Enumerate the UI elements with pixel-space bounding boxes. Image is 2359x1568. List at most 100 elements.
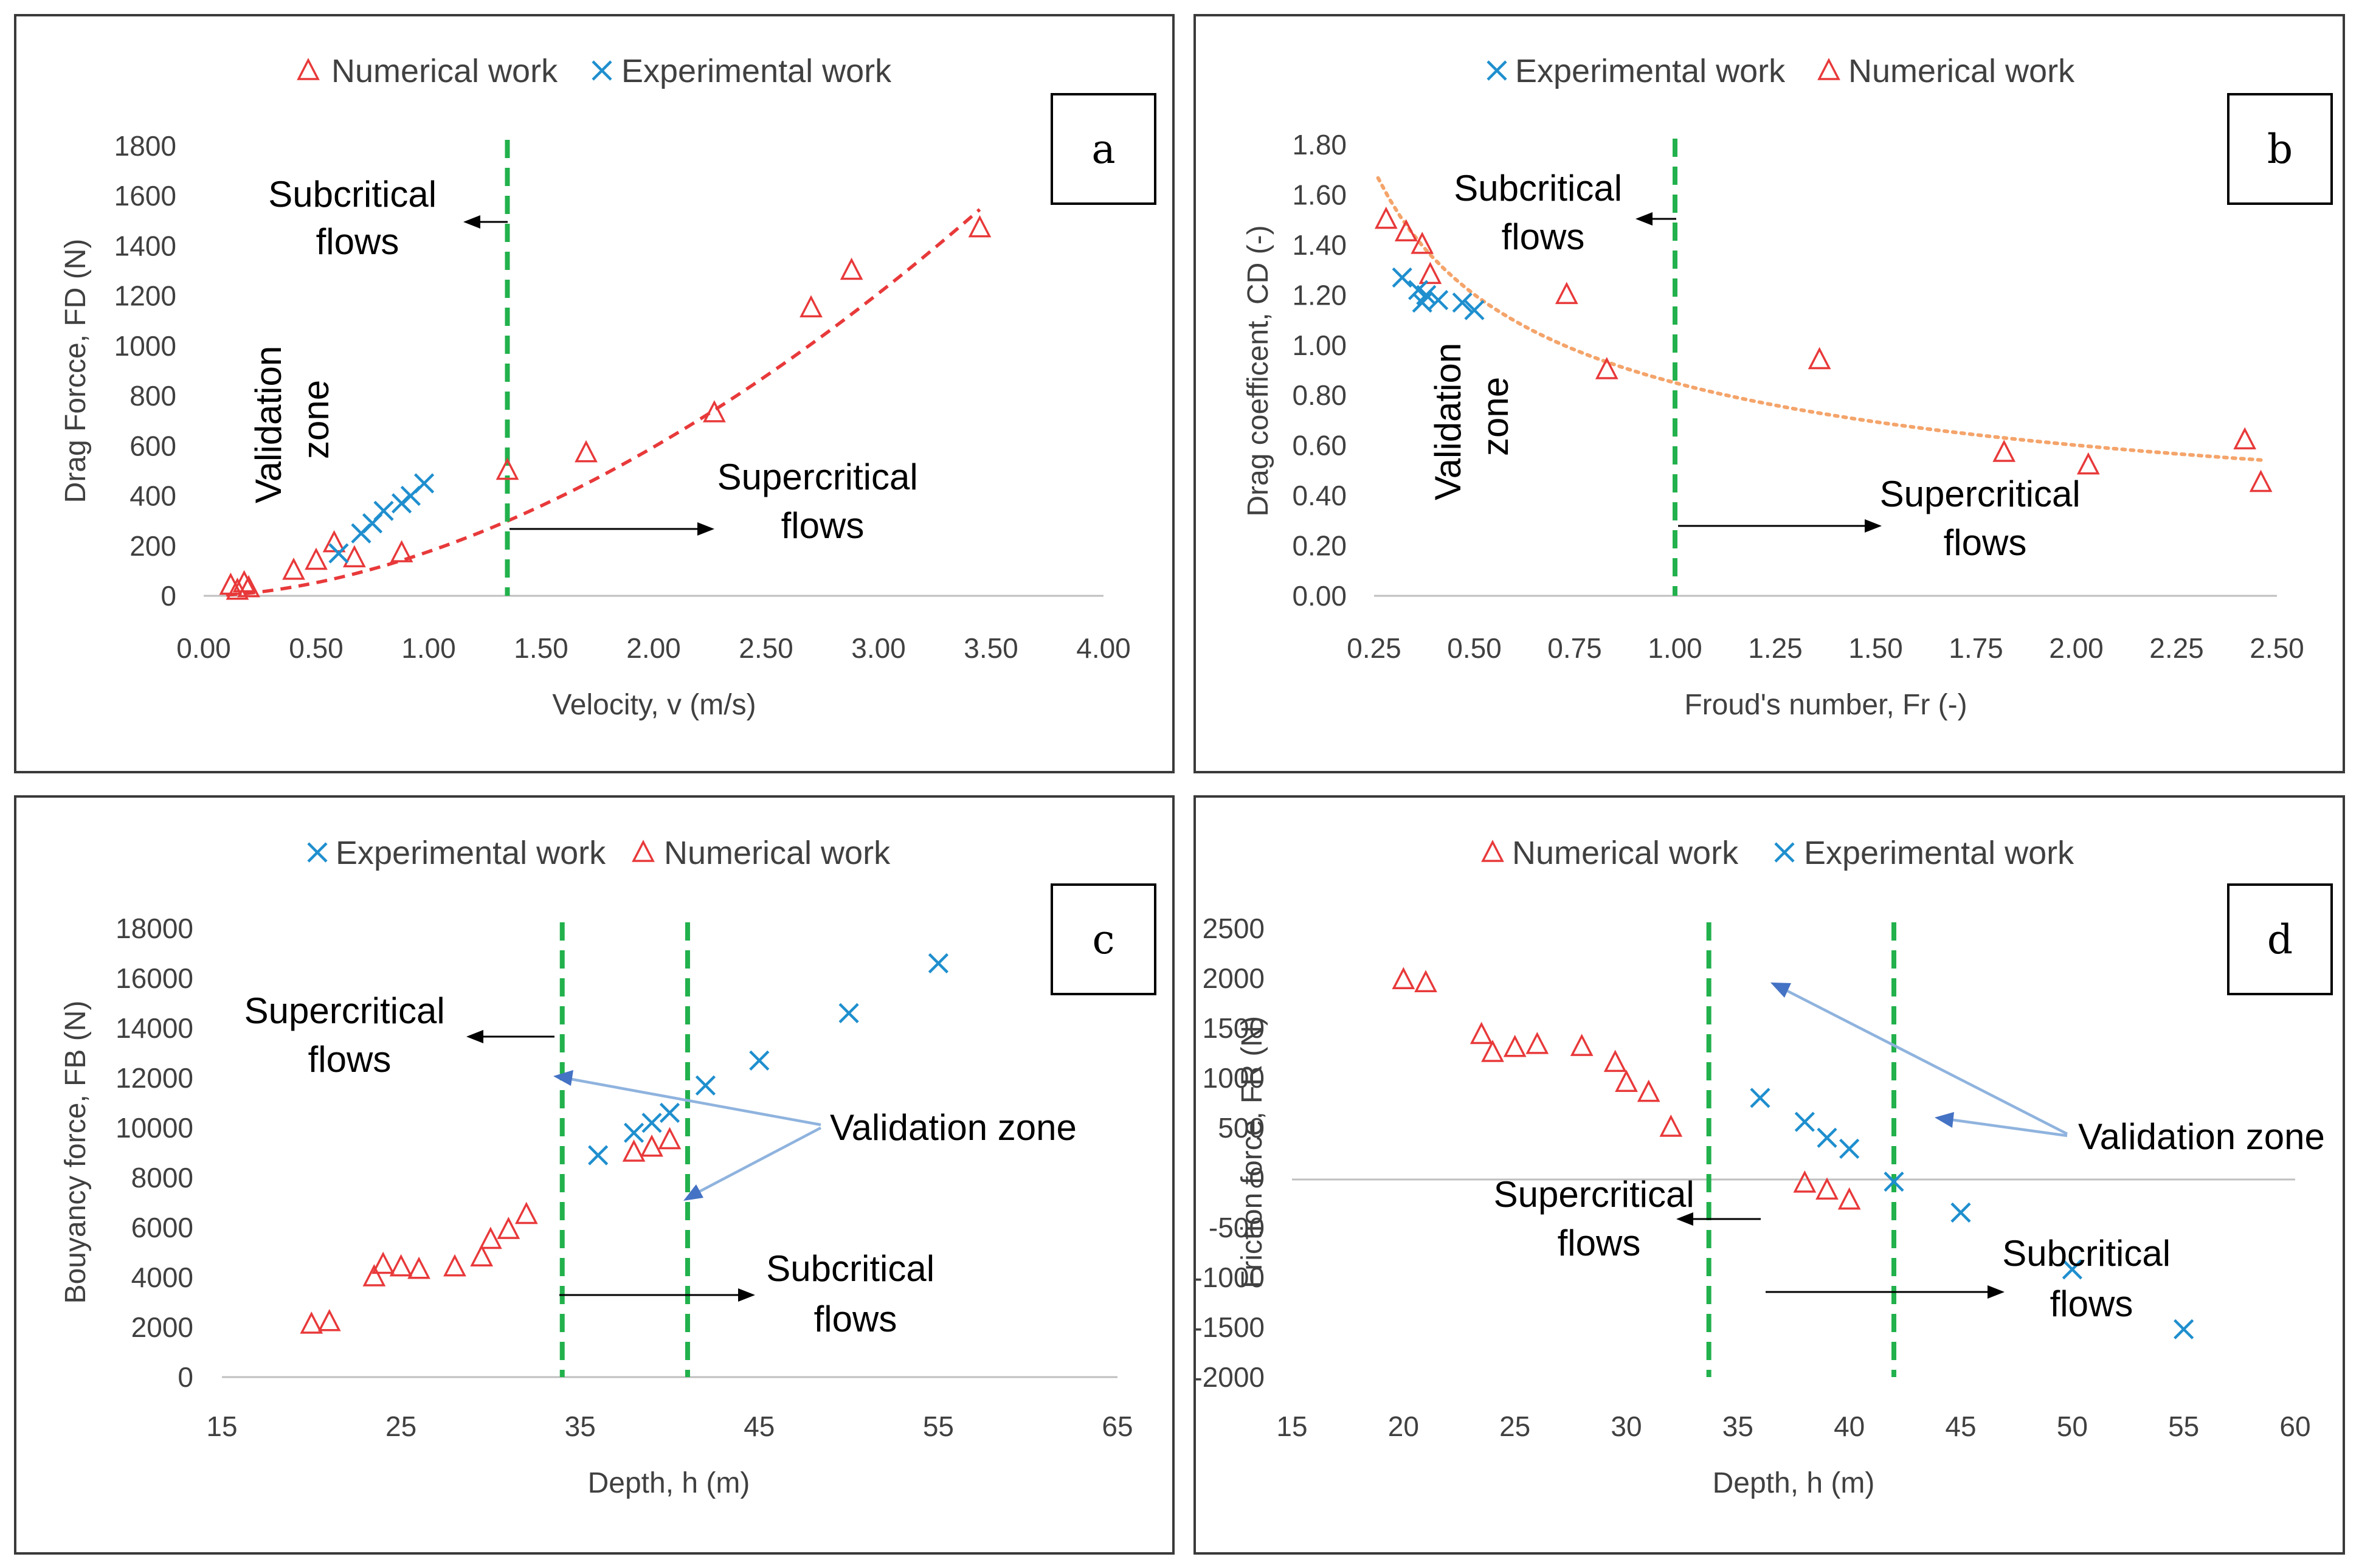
experimental-point (2174, 1319, 2194, 1339)
numerical-point (1637, 1079, 1660, 1102)
y-tick-label: 0.60 (1292, 430, 1347, 461)
x-tick-labels: 15 25 35 45 55 65 (206, 1411, 1133, 1442)
x-tick-label: 55 (2168, 1411, 2199, 1442)
panel-letter: a (1091, 126, 1115, 173)
x-tick-label: 2.50 (739, 632, 793, 664)
panel-letter-box (2227, 883, 2333, 995)
x-axis-label: Velocity, v (m/s) (552, 689, 756, 721)
numerical-point (317, 1308, 341, 1331)
legend-label-experimental: Experimental work (1515, 53, 1786, 89)
annotation-supercritical: Supercritical flows (1880, 474, 2091, 563)
numerical-point (1525, 1032, 1549, 1054)
x-tick-label: 1.75 (1949, 632, 2003, 664)
numerical-point (1815, 1177, 1839, 1200)
experimental-point (373, 500, 394, 521)
numerical-point (514, 1201, 538, 1224)
numerical-point (362, 1264, 386, 1287)
numerical-point (840, 257, 863, 280)
panel-c-buoyancy-force: Experimental work Numerical work 0 2000 40… (14, 795, 1175, 1555)
annotation-subcritical: Subcritical flows (2002, 1233, 2180, 1324)
numerical-point (800, 295, 823, 317)
legend-label-experimental: Experimental work (1804, 835, 2074, 871)
x-tick-label: 2.00 (626, 632, 681, 664)
x-axis-label: Froud's number, Fr (-) (1684, 689, 1967, 721)
x-tick-labels: 0.00 0.50 1.00 1.50 2.00 2.50 3.00 3.50 4.00 (176, 632, 1131, 664)
validation-zone-arrows (553, 1070, 822, 1201)
panel-d-friction-force: Numerical work Experimental work -2000 -1… (1193, 795, 2345, 1555)
numerical-point (1659, 1114, 1683, 1137)
panel-frame (14, 14, 1175, 773)
legend-label-numerical: Numerical work (1512, 835, 1739, 871)
y-tick-label: 0.40 (1292, 480, 1347, 511)
numerical-point (300, 1311, 323, 1334)
legend-label-numerical: Numerical work (331, 53, 558, 89)
y-tick-label: 12000 (116, 1062, 193, 1094)
numerical-point (237, 575, 260, 598)
annotation-supercritical: Supercritical flows (717, 457, 928, 546)
y-tick-label: 1.40 (1292, 229, 1347, 261)
numerical-point (1503, 1034, 1527, 1057)
panel-frame (1193, 14, 2345, 773)
numerical-point (703, 400, 726, 423)
y-tick-label: 1600 (114, 180, 176, 212)
validation-zone-arrows (1770, 983, 2068, 1138)
y-tick-label: 1.20 (1292, 279, 1347, 311)
numerical-point (622, 1139, 646, 1162)
experimental-point (588, 1145, 609, 1166)
numerical-point (1481, 1040, 1504, 1062)
y-tick-label: 10000 (116, 1112, 193, 1144)
x-tick-label: 40 (1834, 1411, 1865, 1442)
y-tick-label: 0.80 (1292, 379, 1347, 411)
numerical-point (1808, 347, 1831, 370)
x-tick-label: 35 (1722, 1411, 1753, 1442)
legend-marker-numerical (297, 58, 320, 80)
numerical-point (1470, 1021, 1493, 1045)
experimental-point (1839, 1138, 1860, 1159)
arrow-to-subcritical (1766, 1285, 2005, 1299)
y-tick-label: 0.00 (1292, 580, 1347, 612)
x-tick-labels: 0.25 0.50 0.75 1.00 1.25 1.50 1.75 2.00 2.25 2.50 (1347, 632, 2304, 664)
x-tick-label: 0.00 (176, 632, 231, 664)
x-tick-label: 1.50 (1848, 632, 1903, 664)
data-points (1374, 206, 2273, 492)
experimental-point (1464, 300, 1485, 320)
legend-label-experimental: Experimental work (621, 53, 892, 89)
y-axis-label: Bouyancy force, FB (N) (60, 1001, 92, 1304)
legend-label-numerical: Numerical work (1848, 53, 2075, 89)
data-points (300, 953, 948, 1334)
annotation-supercritical: Supercritical flows (244, 990, 455, 1080)
y-tick-label: 1400 (114, 230, 176, 261)
panel-b-drag-coefficient: Experimental work Numerical work 0.000.2… (1193, 14, 2345, 773)
x-axis-label: Depth, h (m) (1713, 1467, 1875, 1499)
x-tick-label: 20 (1388, 1411, 1419, 1442)
y-tick-label: 0 (161, 580, 176, 612)
arrow-to-supercritical (509, 522, 714, 536)
panel-letter-box (1051, 93, 1156, 205)
y-tick-label: 1800 (114, 130, 176, 162)
y-tick-label: -2000 (1193, 1361, 1265, 1393)
numerical-point (1418, 261, 1442, 285)
y-axis-label: Friction force, FR (N) (1236, 1016, 1268, 1288)
legend-marker-experimental (1487, 60, 1507, 81)
x-axis-label: Depth, h (m) (588, 1467, 750, 1499)
y-tick-label: 0 (1249, 1162, 1265, 1193)
numerical-point (575, 440, 598, 463)
x-tick-label: 55 (923, 1411, 954, 1442)
y-tick-label: 1.80 (1292, 129, 1347, 161)
x-tick-label: 25 (385, 1411, 416, 1442)
annotation-validation-zone: Validation zone (248, 336, 336, 503)
numerical-point (479, 1226, 502, 1249)
experimental-point (1794, 1111, 1815, 1132)
legend-label-experimental: Experimental work (336, 835, 606, 871)
numerical-point (282, 558, 305, 580)
numerical-point (232, 570, 256, 593)
numerical-point (1837, 1187, 1861, 1210)
panel-letter: c (1093, 916, 1115, 963)
x-tick-label: 0.75 (1547, 632, 1602, 664)
numerical-point (443, 1254, 466, 1277)
y-tick-label: 600 (130, 430, 176, 461)
x-tick-labels: 15 20 25 30 35 40 45 50 55 60 (1276, 1411, 2310, 1442)
numerical-point (305, 547, 328, 570)
x-tick-label: 15 (206, 1411, 237, 1442)
y-tick-label: -500 (1209, 1212, 1265, 1243)
